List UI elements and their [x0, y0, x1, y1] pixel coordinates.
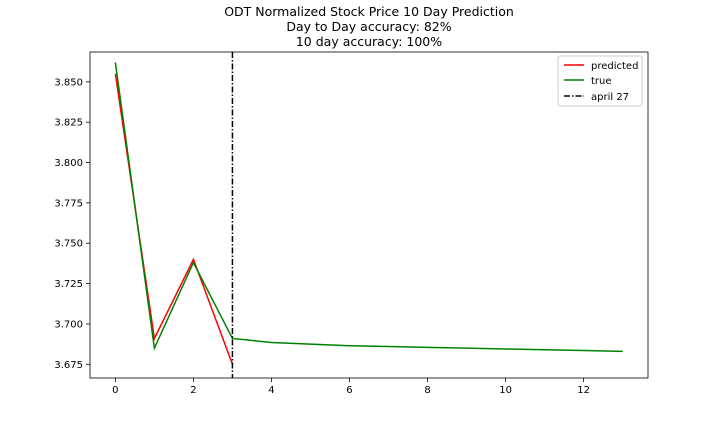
legend-label-predicted: predicted: [591, 61, 638, 72]
legend-label-april-27: april 27: [591, 92, 629, 103]
y-tick-label: 3.750: [54, 239, 83, 250]
x-tick-label: 8: [424, 385, 430, 396]
x-tick-label: 4: [268, 385, 274, 396]
y-tick-label: 3.700: [54, 319, 83, 330]
chart-title-line-3: 10 day accuracy: 100%: [296, 34, 442, 49]
y-tick-label: 3.850: [54, 77, 83, 88]
chart-title-line-1: ODT Normalized Stock Price 10 Day Predic…: [224, 4, 514, 19]
y-tick-label: 3.775: [54, 198, 83, 209]
x-tick-label: 6: [346, 385, 352, 396]
legend-box: [557, 55, 643, 107]
legend: predicted true april 27: [557, 55, 643, 107]
series-line-true: [114, 62, 623, 353]
axes-frame: [89, 51, 649, 379]
y-tick-label: 3.675: [54, 360, 83, 371]
plot-area: 0 2 4 6 8 10 12 3.675 3.700 3.725 3.750 3.775 3.800 3…: [54, 51, 649, 396]
y-tick-label: 3.725: [54, 279, 83, 290]
x-tick-label: 10: [499, 385, 512, 396]
y-tick-label: 3.825: [54, 118, 83, 129]
x-tick-label: 0: [112, 385, 118, 396]
chart-title-line-2: Day to Day accuracy: 82%: [286, 19, 451, 34]
series-line-predicted: [114, 73, 234, 365]
y-tick-label: 3.800: [54, 158, 83, 169]
x-tick-label: 12: [577, 385, 590, 396]
x-tick-label: 2: [190, 385, 196, 396]
legend-label-true: true: [591, 76, 612, 87]
